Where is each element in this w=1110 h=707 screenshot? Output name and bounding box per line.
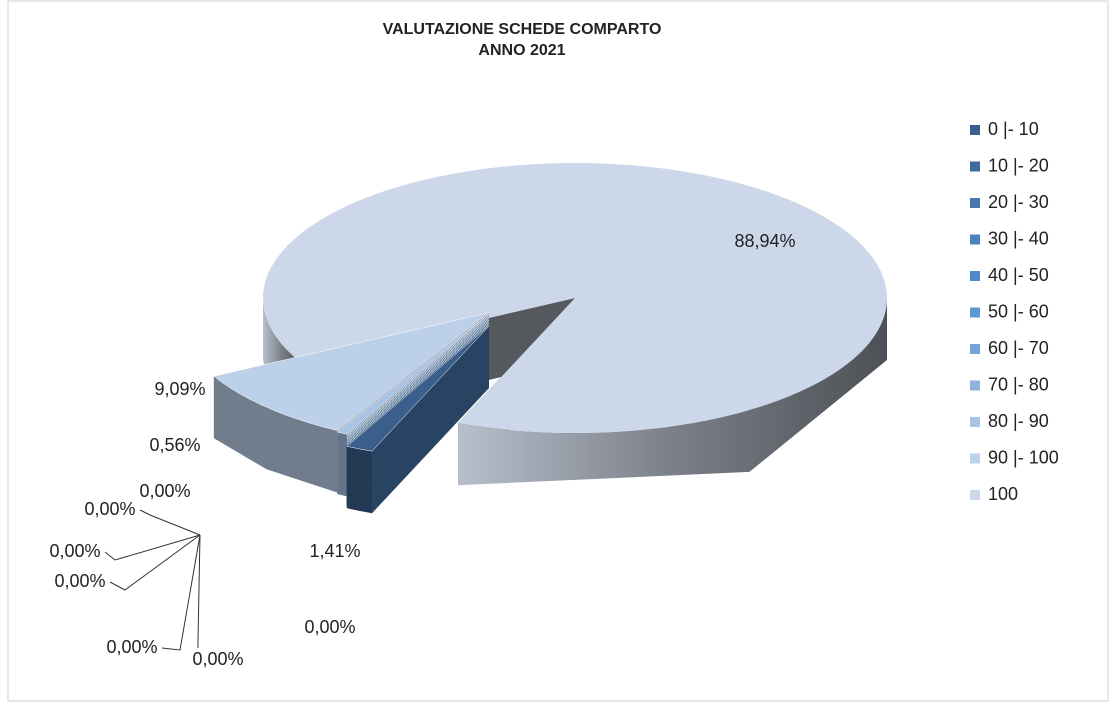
legend-swatch [970, 234, 980, 245]
legend-label: 50 |- 60 [988, 301, 1049, 321]
slice [213, 312, 490, 431]
legend-label: 0 |- 10 [988, 119, 1039, 139]
legend-swatch [970, 380, 980, 391]
data-label: 1,41% [309, 541, 360, 561]
slice [346, 324, 490, 445]
data-label: 0,00% [54, 571, 105, 591]
legend-label: 80 |- 90 [988, 411, 1049, 431]
leader-line [197, 534, 201, 648]
legend-label: 60 |- 70 [988, 338, 1049, 358]
data-label: 0,00% [84, 499, 135, 519]
slice [346, 322, 490, 444]
slice [346, 321, 490, 442]
slice [346, 315, 490, 436]
leader-line [139, 509, 201, 536]
legend-label: 70 |- 80 [988, 374, 1049, 394]
data-label: 0,00% [49, 541, 100, 561]
legend-swatch [970, 271, 980, 281]
data-label: 9,09% [154, 379, 205, 399]
legend-swatch [970, 417, 980, 427]
legend-swatch [970, 490, 980, 500]
data-label: 0,56% [149, 435, 200, 455]
data-label: 0,00% [106, 637, 157, 657]
chart-border [7, 0, 1109, 702]
slice-side [458, 298, 887, 486]
legend-label: 10 |- 20 [988, 155, 1049, 175]
slice [346, 316, 490, 438]
legend-swatch [970, 307, 980, 318]
slice [336, 313, 490, 435]
slice [263, 163, 887, 433]
legend-swatch [970, 453, 980, 464]
leader-line [161, 534, 201, 651]
slice-side [346, 446, 372, 514]
leader-line [104, 534, 201, 561]
legend-label: 30 |- 40 [988, 228, 1049, 248]
slice [346, 319, 490, 441]
chart-title: VALUTAZIONE SCHEDE COMPARTO [383, 21, 662, 38]
slice [346, 318, 490, 439]
chart-subtitle: ANNO 2021 [478, 42, 565, 59]
legend-label: 20 |- 30 [988, 192, 1049, 212]
legend-label: 100 [988, 484, 1018, 504]
slice-side [213, 376, 338, 493]
legend-swatch [970, 344, 980, 354]
slice-wall [346, 326, 489, 509]
data-label: 88,94% [734, 231, 795, 251]
legend-swatch [970, 161, 980, 172]
leader-line [109, 534, 201, 591]
data-label: 0,00% [192, 649, 243, 669]
slice-side [337, 432, 347, 497]
legend-swatch [970, 125, 980, 135]
legend-label: 40 |- 50 [988, 265, 1049, 285]
data-label: 0,00% [304, 617, 355, 637]
slice [346, 325, 490, 452]
legend-swatch [970, 198, 980, 208]
data-label: 0,00% [139, 481, 190, 501]
legend-label: 90 |- 100 [988, 447, 1059, 467]
